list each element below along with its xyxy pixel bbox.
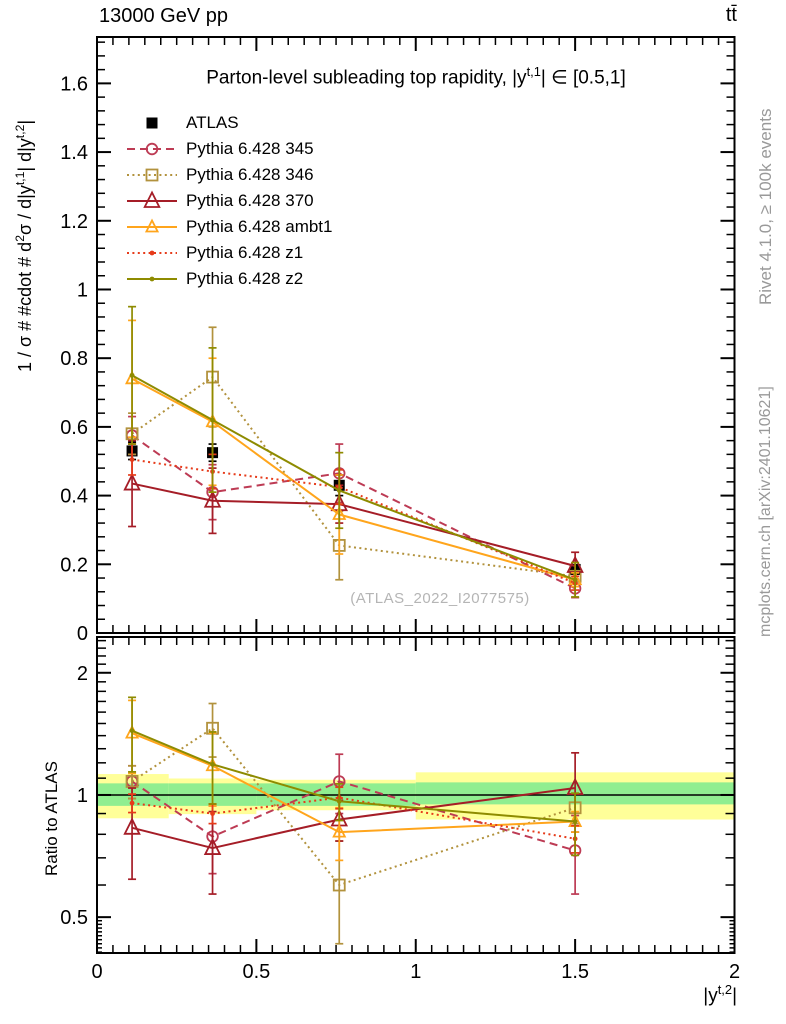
series-pythia-6-428-z2-ratio — [128, 696, 580, 857]
x-tick-label: 1.5 — [561, 961, 589, 983]
y-tick-label-ratio: 2 — [77, 663, 88, 685]
series-pythia-6-428-346-main — [125, 326, 582, 583]
legend-label: Pythia 6.428 345 — [186, 139, 314, 158]
data-point-marker — [336, 798, 342, 804]
legend-label: Pythia 6.428 z1 — [186, 243, 304, 262]
legend-label: Pythia 6.428 ambt1 — [186, 217, 333, 236]
x-tick-label: 0.5 — [242, 961, 270, 983]
series-line — [131, 780, 576, 852]
data-point-marker — [125, 774, 139, 788]
axis-ticks — [96, 37, 736, 953]
series-pythia-6-428-z1-main — [128, 443, 580, 591]
legend-marker-pythia-6-428-370 — [127, 190, 177, 208]
y-tick-label-main: 1.2 — [60, 211, 88, 233]
data-point-marker — [203, 490, 222, 508]
data-point-marker — [129, 457, 135, 462]
side-note-mcplots: mcplots.cern.ch [arXiv:2401.10621] — [757, 386, 774, 637]
series-line — [131, 434, 576, 590]
data-point-marker — [143, 190, 161, 208]
header-process: tt̄ — [725, 4, 737, 26]
series-line — [131, 377, 576, 581]
y-tick-label-main: 1.4 — [60, 142, 88, 164]
legend-item-pythia-6-428-ambt1: Pythia 6.428 ambt1 — [126, 214, 332, 240]
series-line — [131, 374, 576, 581]
y-tick-label-main: 0.8 — [60, 348, 88, 370]
legend-marker-pythia-6-428-ambt1 — [127, 218, 177, 233]
series-line — [131, 458, 576, 585]
data-point-marker — [129, 372, 135, 378]
series-pythia-6-428-ambt1-main — [124, 319, 583, 588]
data-point-marker — [129, 800, 135, 806]
series-line — [131, 727, 576, 887]
y-tick-label-main: 0.4 — [60, 486, 88, 508]
legend-label: Pythia 6.428 346 — [186, 165, 314, 184]
y-axis-label-ratio: Ratio to ATLAS — [42, 761, 61, 876]
x-tick-label: 1 — [410, 961, 421, 983]
legend-marker-pythia-6-428-z1 — [127, 250, 177, 256]
legend-item-pythia-6-428-345: Pythia 6.428 345 — [126, 136, 332, 162]
data-point-marker — [144, 218, 160, 233]
legend-item-pythia-6-428-z2: Pythia 6.428 z2 — [126, 266, 332, 292]
data-point-marker — [123, 817, 141, 835]
series-line — [131, 376, 576, 578]
data-point-marker — [203, 837, 222, 855]
header-beam-energy: 13000 GeV pp — [99, 5, 228, 27]
data-point-marker — [210, 417, 215, 423]
series-line — [131, 732, 576, 834]
data-point-marker — [145, 142, 159, 156]
data-point-marker — [145, 168, 159, 182]
legend-item-pythia-6-428-346: Pythia 6.428 346 — [126, 162, 332, 188]
y-tick-label-main: 0.2 — [60, 554, 88, 576]
legend-item-pythia-6-428-370: Pythia 6.428 370 — [126, 188, 332, 214]
legend-marker-pythia-6-428-z2 — [127, 276, 177, 282]
legend-marker-pythia-6-428-346 — [127, 168, 177, 182]
y-tick-label-main: 0.6 — [60, 417, 88, 439]
legend-item-pythia-6-428-z1: Pythia 6.428 z1 — [126, 240, 332, 266]
data-point-marker — [210, 761, 215, 767]
x-tick-label: 0 — [91, 961, 102, 983]
x-axis-label: |yt,2| — [703, 982, 737, 1007]
y-tick-label-main: 1.6 — [60, 73, 88, 95]
data-point-marker — [129, 728, 135, 734]
data-point-marker — [146, 117, 158, 129]
y-tick-label-main: 1 — [77, 279, 88, 301]
series-pythia-6-428-z2-main — [128, 305, 580, 598]
data-point-marker — [210, 811, 215, 816]
series-line — [131, 787, 576, 850]
legend-marker-atlas — [146, 117, 158, 129]
legend-label: Pythia 6.428 z2 — [186, 269, 304, 288]
y-axis-label-main: 1 / σ # #cdot # d2σ / d|yt,1| d|yt,2| — [13, 119, 35, 372]
watermark-analysis-id: (ATLAS_2022_I2077575) — [350, 590, 530, 607]
y-tick-label-ratio: 1 — [77, 785, 88, 807]
legend: ATLAS Pythia 6.428 345 Pythia 6.428 346 Pyt… — [126, 110, 332, 292]
x-tick-label: 2 — [729, 961, 740, 983]
series-line — [131, 729, 576, 823]
axis-tick-labels: 0 0.2 0.4 0.6 0.8 1 1.2 1.4 1.6 0.5 1 2 0 0.5 1 1.5 2 — [60, 73, 740, 983]
data-point-marker — [332, 823, 347, 838]
data-point-marker — [123, 473, 141, 491]
legend-label: Pythia 6.428 370 — [186, 191, 314, 210]
data-point-marker — [572, 577, 578, 583]
y-tick-label-main: 0 — [77, 623, 88, 645]
legend-label: ATLAS — [186, 113, 239, 132]
legend-item-atlas: ATLAS — [126, 110, 332, 136]
plot-title: Parton-level subleading top rapidity, |y… — [206, 64, 626, 89]
ratio-uncertainty-bands — [97, 772, 735, 820]
data-point-marker — [332, 878, 346, 892]
data-point-marker — [572, 819, 578, 824]
side-note-rivet: Rivet 4.1.0, ≥ 100k events — [756, 108, 775, 305]
data-point-marker — [149, 250, 155, 256]
legend-marker-pythia-6-428-345 — [127, 142, 177, 156]
y-tick-label-ratio: 0.5 — [60, 907, 88, 929]
data-point-marker — [149, 276, 155, 282]
data-point-marker — [336, 488, 342, 493]
